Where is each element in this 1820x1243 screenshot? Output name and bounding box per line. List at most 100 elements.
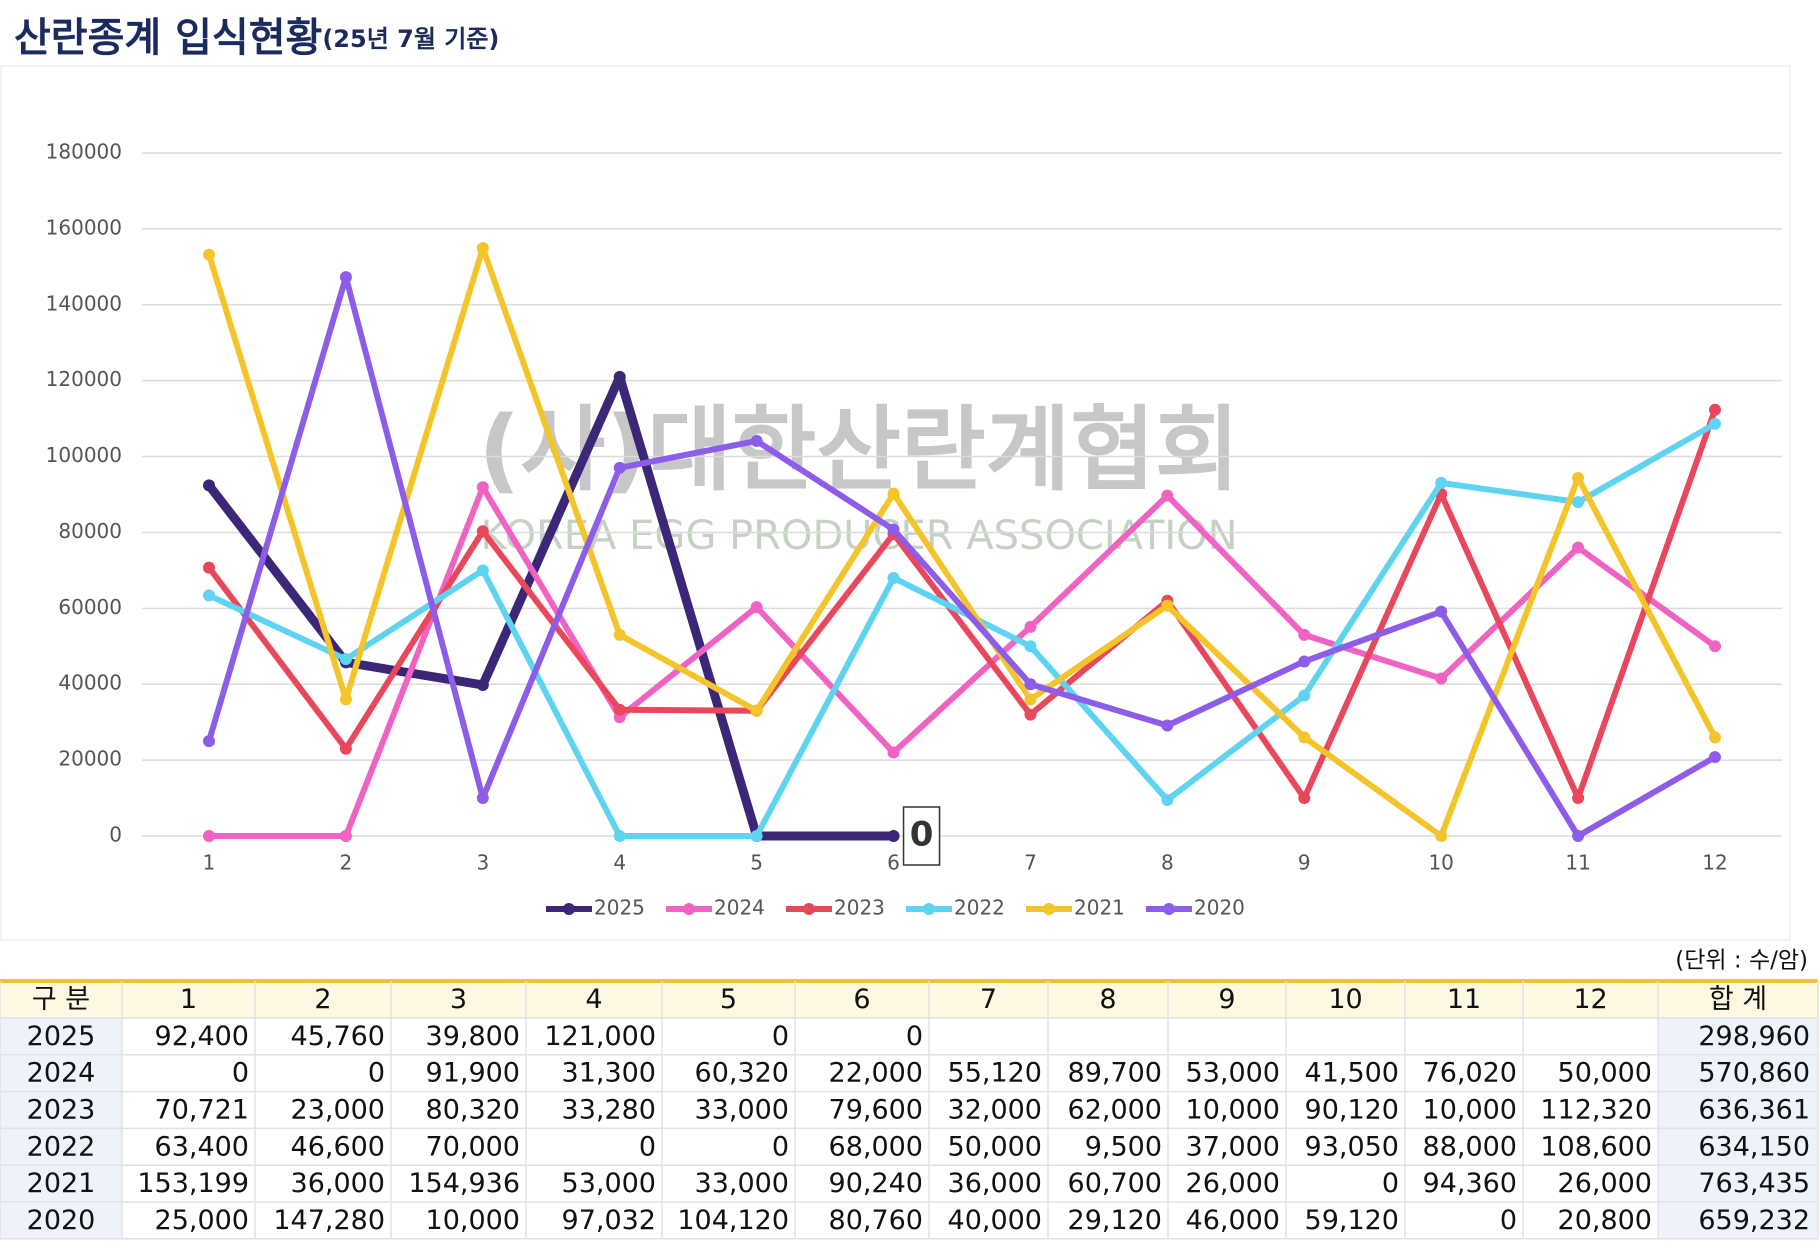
row-label: 2025 — [27, 1021, 96, 1052]
table-cell: 53,000 — [562, 1168, 656, 1199]
x-tick-label: 4 — [613, 851, 626, 875]
point — [339, 830, 352, 842]
point — [750, 434, 763, 447]
x-tick-label: 8 — [1161, 851, 1174, 875]
table-cell: 153,199 — [137, 1168, 249, 1199]
legend-label: 2023 — [834, 896, 885, 920]
y-tick-label: 100000 — [46, 443, 122, 467]
table-cell: 112,320 — [1540, 1095, 1652, 1126]
table-cell: 63,400 — [155, 1131, 249, 1162]
header-cell: 6 — [853, 984, 870, 1015]
point — [1024, 620, 1037, 633]
point — [1709, 731, 1721, 744]
header-cell: 3 — [450, 984, 467, 1015]
x-tick-label: 6 — [887, 851, 900, 875]
point — [1572, 541, 1585, 554]
table-cell: 89,700 — [1068, 1058, 1162, 1089]
table-cell: 154,936 — [408, 1168, 520, 1199]
point — [1572, 830, 1585, 842]
table-cell: 0 — [232, 1058, 249, 1089]
header-cell: 8 — [1099, 984, 1116, 1015]
point — [887, 746, 900, 759]
x-tick-label: 2 — [340, 851, 353, 875]
point — [1024, 640, 1037, 653]
x-tick-label: 3 — [476, 851, 489, 875]
table-cell: 39,800 — [426, 1021, 520, 1052]
total-cell: 636,361 — [1698, 1095, 1810, 1126]
table-cell: 80,760 — [829, 1205, 923, 1236]
point — [1435, 605, 1448, 618]
table-cell: 32,000 — [948, 1095, 1042, 1126]
y-tick-label: 140000 — [46, 291, 122, 315]
point — [1161, 719, 1174, 732]
table-cell: 62,000 — [1068, 1095, 1162, 1126]
table-cell: 0 — [368, 1058, 385, 1089]
legend-label: 2020 — [1194, 896, 1245, 920]
legend-label: 2025 — [594, 896, 645, 920]
point — [203, 248, 215, 261]
table-cell: 0 — [772, 1131, 789, 1162]
y-tick-label: 0 — [109, 823, 122, 847]
point — [1435, 830, 1448, 842]
point — [887, 830, 900, 842]
y-tick-label: 60000 — [58, 595, 122, 619]
point — [1298, 655, 1311, 668]
table-cell: 59,120 — [1305, 1205, 1399, 1236]
table-cell: 10,000 — [426, 1205, 520, 1236]
point — [1161, 599, 1174, 612]
table-cell: 29,120 — [1068, 1205, 1162, 1236]
point — [1024, 708, 1037, 721]
y-tick-label: 160000 — [46, 215, 122, 239]
point — [887, 487, 900, 500]
row-label: 2023 — [27, 1095, 96, 1126]
table-cell: 23,000 — [291, 1095, 385, 1126]
header-cell: 5 — [720, 984, 737, 1015]
title-line: 산란종계 입식현황(25년 7월 기준) — [14, 15, 499, 61]
table-cell: 80,320 — [426, 1095, 520, 1126]
row-label: 2024 — [27, 1058, 96, 1089]
y-tick-label: 20000 — [58, 747, 122, 771]
legend-label: 2024 — [714, 896, 765, 920]
point — [476, 481, 489, 494]
header-cell: 7 — [980, 984, 997, 1015]
table-cell: 36,000 — [948, 1168, 1042, 1199]
point — [750, 704, 763, 717]
annotation-box — [902, 806, 941, 866]
point — [1709, 417, 1721, 430]
point — [1298, 792, 1311, 805]
point — [887, 523, 900, 536]
table-cell: 50,000 — [948, 1131, 1042, 1162]
y-tick-label: 120000 — [46, 367, 122, 391]
total-cell: 298,960 — [1698, 1021, 1810, 1052]
header-cell: 12 — [1573, 984, 1607, 1015]
table-cell: 33,000 — [695, 1168, 789, 1199]
series-line — [206, 484, 1718, 839]
table-cell: 97,032 — [562, 1205, 656, 1236]
table-cell: 0 — [639, 1131, 656, 1162]
point — [203, 479, 215, 492]
point — [613, 703, 626, 716]
table-cell: 70,000 — [426, 1131, 520, 1162]
row-label: 2020 — [27, 1205, 96, 1236]
point — [887, 571, 900, 584]
table-cell: 90,120 — [1305, 1095, 1399, 1126]
legend-dot — [563, 903, 575, 915]
point — [203, 561, 215, 574]
unit-label: (단위 : 수/암) — [1675, 948, 1808, 974]
point — [1298, 731, 1311, 744]
legend-dot — [923, 903, 935, 915]
x-tick-label: 10 — [1428, 851, 1453, 875]
table-cell: 76,020 — [1423, 1058, 1517, 1089]
point — [1709, 640, 1721, 653]
row-label: 2022 — [27, 1131, 96, 1162]
legend-label: 2022 — [954, 896, 1005, 920]
table-cell: 50,000 — [1558, 1058, 1652, 1089]
legend-dot — [803, 903, 815, 915]
table-cell: 53,000 — [1186, 1058, 1280, 1089]
chart-frame — [0, 65, 1791, 941]
header-cell: 10 — [1328, 984, 1362, 1015]
table-cell: 79,600 — [829, 1095, 923, 1126]
point — [1572, 496, 1585, 509]
table-cell: 60,320 — [695, 1058, 789, 1089]
point — [1709, 751, 1721, 764]
